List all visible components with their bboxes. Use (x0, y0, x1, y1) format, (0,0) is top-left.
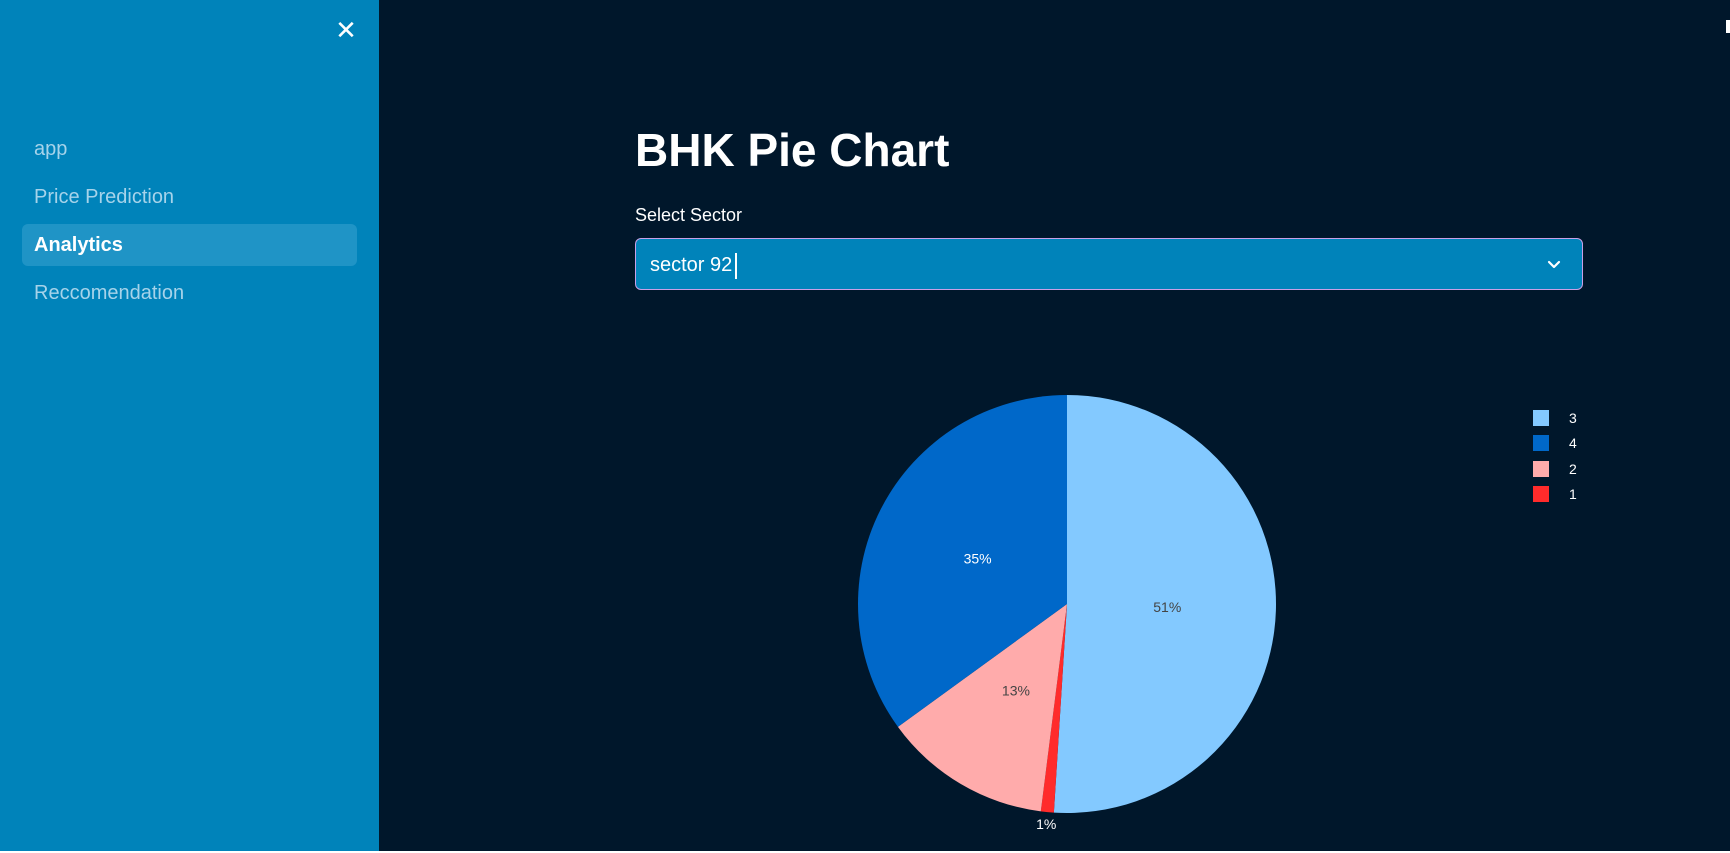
sector-select[interactable]: sector 92 (635, 238, 1583, 290)
pie-label-4: 35% (964, 550, 992, 566)
legend-item-2[interactable]: 2 (1531, 456, 1577, 482)
sidebar-item-analytics[interactable]: Analytics (22, 224, 357, 266)
select-sector-label: Select Sector (635, 205, 743, 225)
sidebar-item-app[interactable]: app (34, 138, 68, 160)
sector-select-text: sector 92 (650, 254, 733, 276)
sidebar-item-price-prediction[interactable]: Price Prediction (34, 186, 175, 208)
sidebar-item-reccomendation[interactable]: Reccomendation (34, 282, 185, 304)
legend-item-3[interactable]: 3 (1531, 405, 1577, 431)
close-icon: ✕ (335, 15, 357, 45)
legend-swatch (1533, 409, 1549, 426)
text-caret (735, 252, 738, 279)
pie-label-3: 51% (1153, 599, 1181, 615)
legend-label: 4 (1569, 435, 1577, 452)
sidebar: ✕ app Price Prediction Analytics Reccome… (0, 0, 379, 851)
page-title: BHK Pie Chart (635, 124, 950, 176)
pie-slice-2[interactable] (897, 604, 1067, 812)
chevron-down-icon[interactable] (1542, 252, 1566, 276)
legend-label: 3 (1569, 409, 1577, 426)
close-sidebar-button[interactable]: ✕ (330, 14, 362, 46)
sector-select-value[interactable]: sector 92 (650, 239, 738, 291)
main-content: BHK Pie Chart Select Sector sector 92 51… (379, 0, 1730, 851)
pie-slice-1[interactable] (1040, 604, 1067, 813)
legend-label: 2 (1569, 460, 1577, 477)
chart-legend: 3 4 2 1 (1531, 405, 1577, 507)
sidebar-nav: app Price Prediction Analytics Reccomend… (22, 128, 357, 320)
pie-slice-3[interactable] (1053, 395, 1277, 813)
pie-slice-4[interactable] (858, 395, 1067, 727)
legend-item-1[interactable]: 1 (1531, 482, 1577, 508)
pie-chart: 51% 1% 13% 35% (858, 395, 1277, 832)
pie-label-2: 13% (1002, 682, 1030, 698)
legend-swatch (1533, 460, 1549, 477)
legend-swatch (1533, 435, 1549, 452)
status-indicator (1726, 20, 1730, 33)
legend-swatch (1533, 486, 1549, 503)
pie-label-1: 1% (1036, 816, 1056, 832)
legend-label: 1 (1569, 486, 1577, 503)
legend-item-4[interactable]: 4 (1531, 431, 1577, 457)
